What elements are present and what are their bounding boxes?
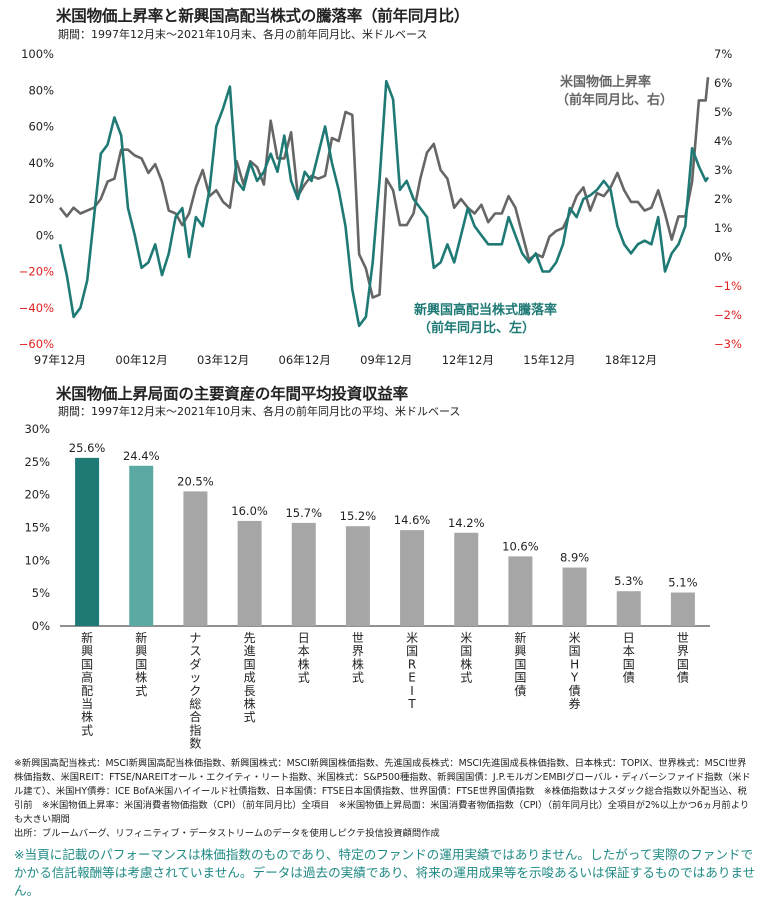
bar <box>670 592 695 626</box>
bar <box>129 465 154 626</box>
category-label: 世界株式 <box>352 631 364 685</box>
chart1-title: 米国物価上昇率と新興国高配当株式の騰落率（前年同月比） <box>56 7 470 25</box>
y-left-tick-label: 100% <box>21 47 54 61</box>
y-tick-label: 0% <box>32 619 50 633</box>
bar-value-label: 20.5% <box>177 474 214 488</box>
y-tick-label: 10% <box>24 553 50 567</box>
x-tick-label: 12年12月 <box>442 353 494 367</box>
series-label: 新興国高配当株式騰落率 <box>414 302 557 318</box>
series-label: （前年同月比、左） <box>418 320 535 336</box>
x-tick-label: 03年12月 <box>197 353 249 367</box>
y-left-tick-label: 80% <box>28 83 54 97</box>
category-label: 世界国債 <box>677 631 689 685</box>
y-tick-label: 15% <box>24 521 50 535</box>
chart2-title: 米国物価上昇局面の主要資産の年間平均投資収益率 <box>56 385 408 403</box>
bar <box>616 591 641 626</box>
y-right-tick-label: 2% <box>714 192 732 206</box>
bar-value-label: 14.2% <box>448 516 485 530</box>
category-label: 米国 R E I T <box>406 631 418 711</box>
line-chart: 100% 80% 60% 40% 20% 0% −20% −40% −60% 7% 6% 5% 4% 3%… <box>19 47 742 367</box>
bar-value-label: 16.0% <box>231 504 268 518</box>
bar <box>345 526 370 626</box>
category-label: ナスダック総合指数 <box>189 631 201 751</box>
y-left-tick-label: −40% <box>19 301 54 315</box>
bar <box>237 520 262 626</box>
series-label: （前年同月比、右） <box>556 92 673 108</box>
bar-value-label: 15.2% <box>340 509 377 523</box>
y-right-tick-label: 6% <box>714 76 732 90</box>
footnote-sources: ※新興国高配当株式：MSCI新興国高配当株価指数、新興国株式：MSCI新興国株価… <box>14 758 751 825</box>
y-right-tick-label: 1% <box>714 221 732 235</box>
y-tick-label: 30% <box>24 422 50 436</box>
x-tick-label: 06年12月 <box>279 353 331 367</box>
bar <box>291 522 316 626</box>
y-left-tick-label: −20% <box>19 265 54 279</box>
y-right-tick-label: 4% <box>714 134 732 148</box>
y-right-tick-label: 0% <box>714 250 732 264</box>
bar-value-label: 5.1% <box>668 576 697 590</box>
y-left-tick-label: −60% <box>19 337 54 351</box>
y-right-tick-label: 7% <box>714 47 732 61</box>
y-right-tick-label: −1% <box>714 279 742 293</box>
category-label: 新興国国債 <box>514 630 526 698</box>
y-right-tick-label: −3% <box>714 337 742 351</box>
series-line <box>58 77 710 299</box>
y-right-tick-label: −2% <box>714 308 742 322</box>
y-left-tick-label: 20% <box>28 192 54 206</box>
bar <box>454 532 479 626</box>
category-label: 米国株式 <box>460 631 472 685</box>
x-tick-label: 15年12月 <box>523 353 575 367</box>
bar-value-label: 10.6% <box>502 539 539 553</box>
category-label: 日本国債 <box>623 631 635 685</box>
y-right-tick-label: 5% <box>714 105 732 119</box>
bar <box>400 530 425 626</box>
category-label: 新興国株式 <box>135 630 147 698</box>
series-line <box>58 79 710 328</box>
x-tick-label: 00年12月 <box>115 353 167 367</box>
y-tick-label: 25% <box>24 455 50 469</box>
bar-value-label: 15.7% <box>285 506 322 520</box>
bar-value-label: 25.6% <box>69 441 106 455</box>
x-tick-label: 09年12月 <box>360 353 412 367</box>
bar-value-label: 5.3% <box>614 574 643 588</box>
category-label: 日本株式 <box>298 631 310 685</box>
bar <box>75 457 100 626</box>
category-label: 新興国高配当株式 <box>81 630 93 737</box>
bar-value-label: 8.9% <box>560 551 589 565</box>
category-label: 米国 H Y 債券 <box>569 631 581 711</box>
bar-value-label: 24.4% <box>123 449 160 463</box>
y-left-tick-label: 40% <box>28 156 54 170</box>
chart1-subtitle: 期間：1997年12月末～2021年10月末、各月の前年同月比、米ドルベース <box>58 28 428 41</box>
footnotes: ※新興国高配当株式：MSCI新興国高配当株価指数、新興国株式：MSCI新興国株価… <box>14 757 754 841</box>
bar <box>508 556 533 626</box>
chart2-subtitle: 期間：1997年12月末～2021年10月末、各月の前年同月比の平均、米ドルベー… <box>58 405 461 418</box>
bar <box>562 567 587 626</box>
x-tick-label: 18年12月 <box>605 353 657 367</box>
y-tick-label: 20% <box>24 488 50 502</box>
y-left-tick-label: 0% <box>36 228 54 242</box>
y-right-tick-label: 3% <box>714 163 732 177</box>
footnote-origin: 出所：ブルームバーグ、リフィニティブ・データストリームのデータを使用しピクテ投信… <box>14 828 440 839</box>
disclaimer: ※当頁に記載のパフォーマンスは株価指数のものであり、特定のファンドの運用実績では… <box>14 847 756 898</box>
category-label: 先進国成長株式 <box>244 631 256 724</box>
bar-chart: 0% 5% 10% 15% 20% 25% 30% 25.6% 新興国高配当株式 24.4% 新興国… <box>24 422 710 751</box>
bar-value-label: 14.6% <box>394 513 431 527</box>
series-label: 米国物価上昇率 <box>560 74 651 90</box>
x-tick-label: 97年12月 <box>34 353 86 367</box>
bar <box>183 491 208 626</box>
y-tick-label: 5% <box>32 586 50 600</box>
y-left-tick-label: 60% <box>28 120 54 134</box>
